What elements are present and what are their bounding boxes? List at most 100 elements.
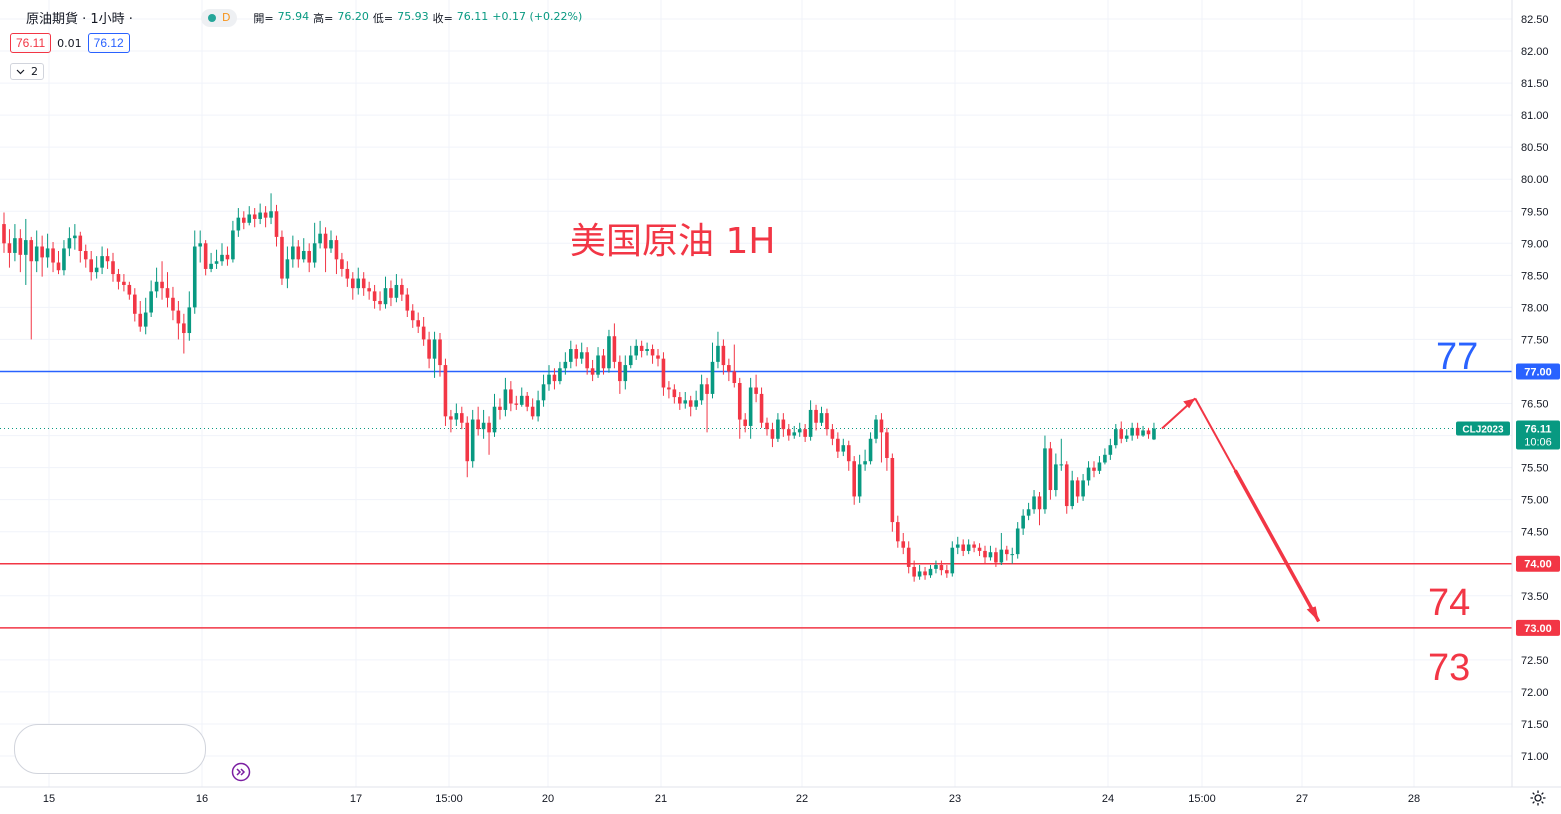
candle (1070, 470, 1074, 510)
indicator-count: 2 (31, 65, 38, 78)
candle (476, 406, 480, 436)
candle-body (1005, 549, 1009, 555)
candle (361, 272, 366, 296)
candle (329, 230, 333, 253)
candle (29, 236, 34, 340)
price-tick-label: 75.00 (1521, 495, 1549, 507)
candle (618, 355, 622, 394)
candle-body (678, 397, 682, 404)
candle-body (737, 383, 742, 420)
collapse-indicators-button[interactable]: 2 (10, 63, 44, 80)
candle-body (231, 230, 235, 260)
candle-body (122, 281, 126, 285)
candle (421, 317, 426, 346)
candle (966, 539, 971, 555)
candle (923, 566, 927, 580)
candle (67, 227, 72, 257)
candle-body (1015, 528, 1020, 555)
candle-body (443, 365, 448, 417)
candle (24, 218, 28, 285)
go-to-realtime-icon[interactable] (231, 762, 251, 782)
candle (1064, 461, 1069, 514)
time-tick-label: 21 (655, 793, 667, 805)
candle-body (280, 236, 284, 279)
buy-button[interactable]: 76.12 (87, 33, 130, 53)
candle (863, 449, 867, 471)
candle (56, 250, 61, 275)
candle-body (329, 240, 333, 249)
candle (214, 249, 219, 269)
candle-body (73, 235, 77, 239)
candle (1141, 425, 1145, 437)
candle-body (487, 422, 491, 433)
high-label: 高= (313, 11, 334, 25)
candle-body (994, 552, 998, 563)
candle (525, 391, 529, 412)
candle-body (1092, 467, 1096, 471)
candle-body (133, 294, 137, 314)
candle-body (787, 429, 791, 436)
price-axis: 82.50 82.00 81.50 81.00 80.50 80.00 79.50 79.00… (1511, 0, 1549, 787)
candle-body (301, 250, 306, 260)
candle (639, 340, 644, 358)
symbol-title[interactable]: 原油期貨 · 1小時 · (26, 12, 133, 27)
candle-body (307, 250, 311, 263)
candle (585, 347, 589, 375)
navigation-pill[interactable] (14, 724, 206, 774)
candle-body (667, 387, 671, 390)
candle-body (841, 445, 846, 452)
candle (7, 229, 12, 268)
candle-body (285, 259, 290, 279)
candle (574, 344, 579, 367)
sell-button[interactable]: 76.11 (10, 33, 52, 53)
candle (470, 409, 475, 468)
low-value: 75.93 (397, 9, 429, 23)
candle (318, 220, 322, 249)
level-74-annotation: 74 (1428, 582, 1471, 624)
candle (405, 288, 410, 318)
candle (1097, 456, 1102, 475)
price-tick-label: 72.50 (1521, 655, 1549, 667)
time-tick-label: 17 (350, 793, 362, 805)
candle-body (770, 429, 775, 439)
time-tick-label: 15 (43, 793, 55, 805)
candle-body (1064, 464, 1069, 507)
candle (601, 349, 606, 375)
candle (231, 220, 235, 263)
price-tick-label: 81.50 (1521, 78, 1549, 90)
candle-body (623, 365, 628, 382)
candle (1032, 490, 1036, 514)
time-tick-label: 23 (949, 793, 961, 805)
candle-body (917, 571, 922, 577)
market-status-pill[interactable]: D (200, 8, 238, 27)
candle-body (939, 565, 944, 571)
candle-body (999, 549, 1004, 563)
candle (841, 438, 846, 457)
candle-body (896, 522, 900, 542)
candle (857, 454, 862, 503)
candle (770, 422, 775, 448)
candle (367, 281, 371, 300)
candle (89, 250, 93, 281)
candle-body (361, 278, 366, 289)
candle-body (100, 256, 104, 268)
candle-body (792, 432, 797, 436)
symbol-label: CLJ2023 (1462, 425, 1504, 436)
candle-body (1146, 430, 1151, 435)
candle (83, 244, 88, 268)
candle-body (1026, 509, 1031, 516)
candle (301, 238, 306, 263)
candle (1054, 453, 1058, 497)
candle (149, 280, 153, 318)
candle-body (378, 300, 382, 305)
candle-body (252, 214, 257, 219)
candle (78, 231, 83, 263)
candle (776, 413, 780, 442)
candle (111, 252, 115, 282)
candle-body (558, 368, 562, 382)
gear-icon[interactable] (1529, 789, 1547, 807)
candle-body (846, 445, 851, 462)
horizontal-levels (0, 370, 1512, 629)
candle (912, 560, 916, 582)
